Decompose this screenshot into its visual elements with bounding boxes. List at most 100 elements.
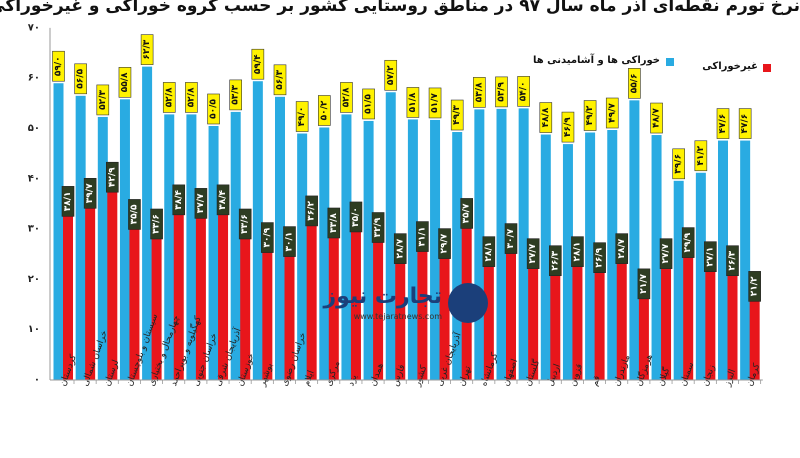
- bar-nonfood: [350, 203, 361, 380]
- nonfood-value-label: ۳۳/۸: [329, 213, 339, 233]
- food-value-label: ۶۲/۳: [142, 39, 152, 59]
- bar-nonfood: [594, 244, 605, 380]
- nonfood-value-label: ۴۲/۹: [107, 167, 117, 187]
- nonfood-value-label: ۳۸/۴: [174, 189, 184, 209]
- nonfood-value-label: ۳۲/۹: [373, 217, 383, 237]
- nonfood-value-label: ۳۹/۷: [85, 183, 95, 203]
- nonfood-label-box: [216, 184, 230, 216]
- nonfood-label-box: [571, 236, 584, 267]
- bar-nonfood: [240, 210, 251, 380]
- bar-nonfood: [107, 164, 118, 380]
- food-label-box: [517, 76, 530, 107]
- food-value-label: ۴۹/۷: [607, 103, 617, 123]
- food-value-label: ۴۷/۶: [740, 114, 750, 134]
- food-value-label: ۵۱/۵: [364, 94, 374, 114]
- food-label-box: [406, 87, 420, 118]
- food-value-label: ۳۹/۶: [674, 154, 684, 174]
- bar-food: [341, 114, 352, 380]
- nonfood-label-box: [704, 241, 717, 272]
- nonfood-value-label: ۲۸/۷: [617, 238, 627, 258]
- bar-nonfood: [395, 235, 406, 380]
- nonfood-label-box: [438, 228, 451, 259]
- bar-food: [629, 100, 640, 380]
- food-label-box: [162, 82, 176, 113]
- bar-food: [275, 96, 285, 380]
- food-label-box: [672, 148, 686, 180]
- food-value-label: ۵۴/۰: [519, 81, 529, 101]
- nonfood-label-box: [128, 199, 141, 230]
- bar-nonfood: [195, 190, 206, 380]
- food-value-label: ۵۱/۷: [430, 93, 440, 113]
- food-value-label: ۵۵/۶: [629, 73, 639, 93]
- nonfood-value-label: ۳۶/۲: [307, 201, 317, 221]
- bar-nonfood: [306, 197, 317, 380]
- bar-nonfood: [151, 210, 162, 380]
- bar-food: [695, 172, 706, 380]
- food-value-label: ۵۲/۸: [164, 87, 174, 107]
- food-label-box: [273, 64, 287, 96]
- bar-food: [363, 120, 374, 380]
- nonfood-label-box: [548, 245, 562, 277]
- y-tick-label: ۳۰: [28, 224, 40, 235]
- nonfood-value-label: ۳۰/۱: [285, 232, 295, 252]
- nonfood-label-box: [637, 268, 651, 300]
- bar-nonfood: [373, 214, 384, 380]
- nonfood-label-box: [261, 222, 274, 253]
- logo-url: www.tejaratnews.com: [353, 312, 442, 321]
- bar-nonfood: [173, 186, 184, 380]
- nonfood-value-label: ۳۵/۷: [462, 203, 472, 223]
- nonfood-label-box: [238, 208, 252, 240]
- y-tick-label: ۵۰: [28, 123, 40, 134]
- food-label-box: [605, 97, 619, 129]
- nonfood-value-label: ۳۱/۱: [417, 227, 427, 247]
- bar-food: [562, 144, 573, 380]
- nonfood-label-box: [748, 271, 761, 302]
- food-value-label: ۵۹/۰: [54, 56, 64, 76]
- y-tick-label: ۶۰: [28, 73, 40, 84]
- food-value-label: ۵۶/۳: [275, 69, 285, 89]
- bar-nonfood: [683, 229, 694, 380]
- nonfood-label-box: [83, 178, 97, 209]
- nonfood-label-box: [283, 226, 296, 257]
- food-label-box: [428, 87, 442, 119]
- nonfood-value-label: ۲۸/۱: [484, 242, 494, 262]
- food-label-box: [96, 84, 110, 116]
- y-tick-label: ۲۰: [28, 274, 40, 285]
- nonfood-value-label: ۲۸/۷: [395, 238, 405, 258]
- food-label-box: [628, 68, 641, 99]
- nonfood-value-label: ۲۷/۱: [705, 247, 715, 267]
- bar-nonfood: [85, 180, 96, 380]
- bar-nonfood: [129, 201, 140, 380]
- bar-food: [142, 66, 153, 381]
- bar-food: [319, 127, 330, 380]
- nonfood-label-box: [305, 195, 318, 227]
- legend-swatch-food: [666, 58, 674, 66]
- bar-food: [297, 133, 308, 380]
- y-tick-label: ۱۰: [28, 324, 40, 335]
- bar-nonfood: [218, 186, 229, 380]
- nonfood-label-box: [393, 233, 407, 264]
- nonfood-label-box: [106, 161, 119, 193]
- food-label-box: [340, 82, 353, 113]
- bar-food: [430, 119, 441, 380]
- food-label-box: [473, 77, 486, 108]
- nonfood-label-box: [194, 188, 208, 219]
- food-series-bars: [53, 66, 751, 381]
- watermark-logo: تجارت نیوز www.tejaratnews.com: [318, 283, 488, 327]
- food-label-box: [583, 100, 597, 131]
- legend-swatch-nonfood: [763, 64, 771, 72]
- nonfood-label-box: [593, 242, 606, 273]
- bar-nonfood: [63, 188, 73, 380]
- food-label-box: [74, 63, 87, 95]
- chart-title: نرخ تورم نقطه‌ای آذر ماه سال ۹۷ در مناطق…: [0, 0, 800, 16]
- bar-nonfood: [328, 209, 339, 380]
- nonfood-value-label: ۲۶/۳: [550, 250, 560, 270]
- food-value-label: ۵۲/۸: [186, 87, 196, 107]
- nonfood-label-box: [681, 227, 695, 258]
- bar-food: [119, 99, 130, 381]
- food-value-label: ۵۰/۲: [319, 100, 329, 120]
- food-value-label: ۴۹/۰: [297, 107, 307, 127]
- food-value-label: ۵۵/۸: [120, 72, 130, 92]
- nonfood-label-box: [482, 236, 496, 267]
- food-label-box: [384, 59, 398, 91]
